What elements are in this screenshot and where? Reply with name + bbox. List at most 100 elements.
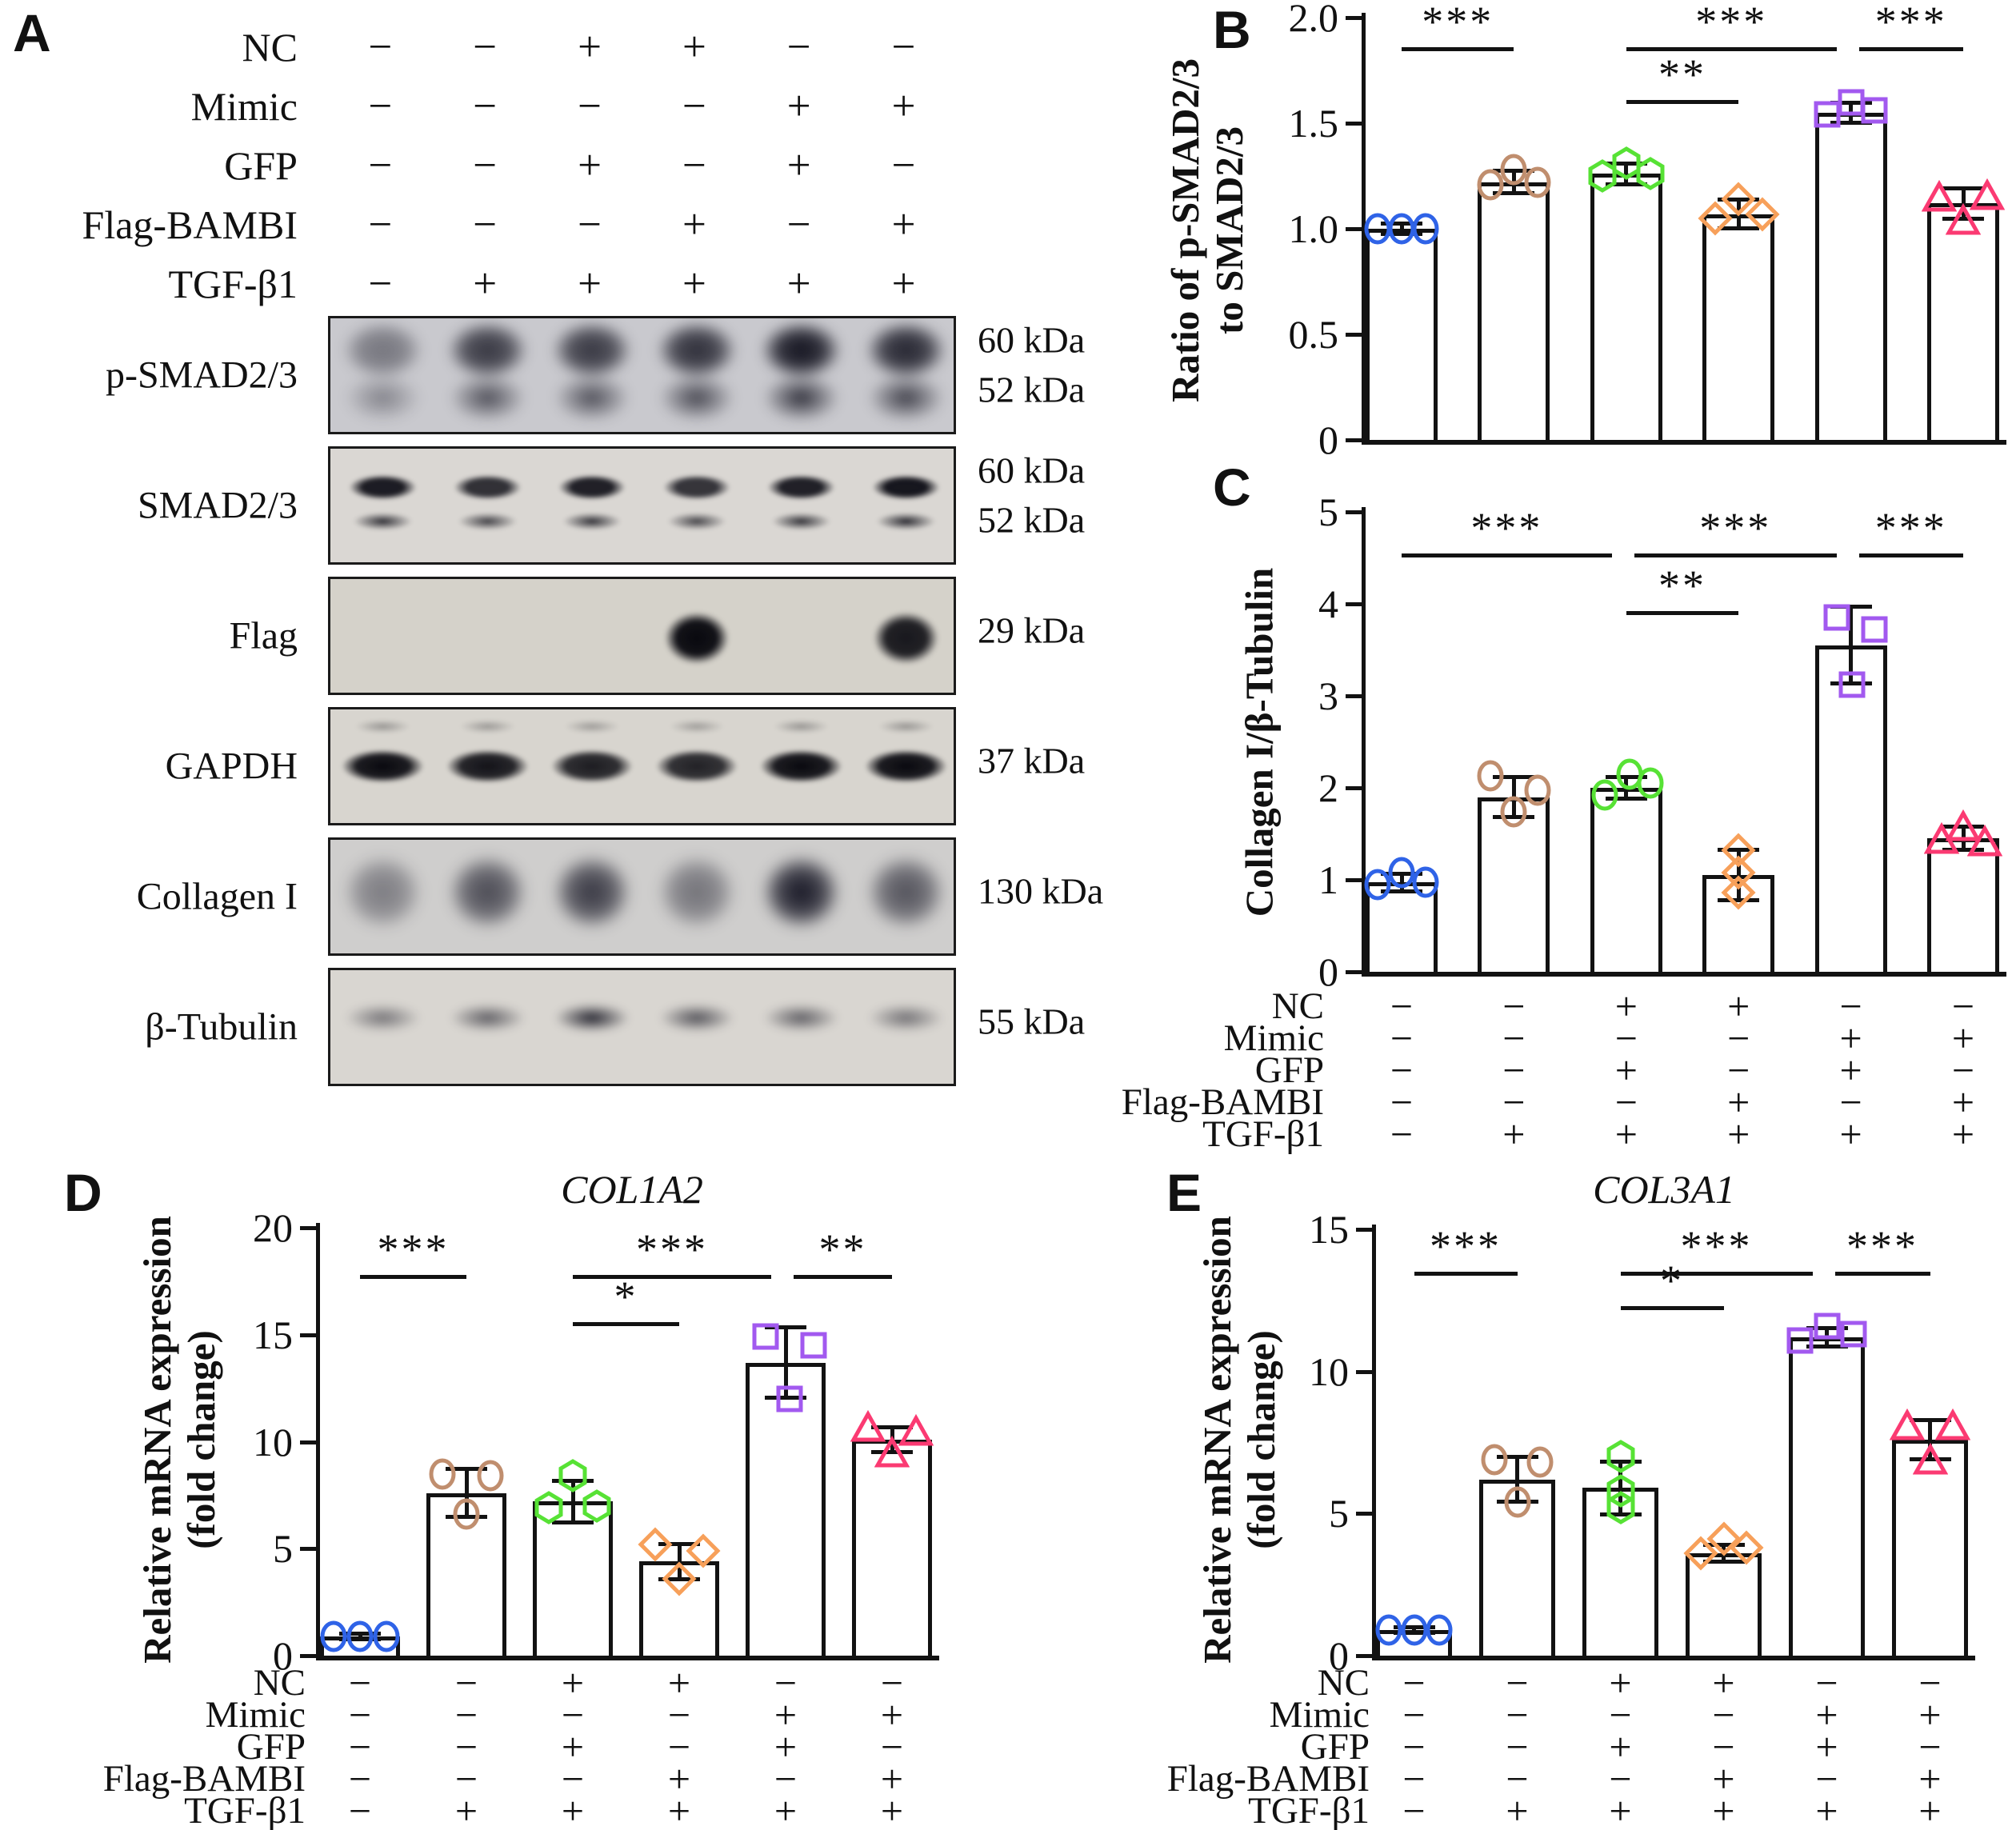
significance-stars: ***	[1680, 1222, 1753, 1271]
error-bar	[1849, 606, 1854, 685]
data-point-marker	[1360, 867, 1395, 902]
condition-sign: +	[786, 83, 811, 130]
y-axis-tick	[1356, 1228, 1372, 1232]
condition-sign: +	[1614, 984, 1638, 1029]
condition-sign: +	[682, 24, 706, 70]
data-point-marker	[1945, 202, 1982, 238]
kda-label: 60 kDa	[978, 319, 1086, 361]
kda-label: 52 kDa	[978, 369, 1086, 410]
y-axis-tick	[1346, 694, 1362, 698]
blot-lane	[752, 970, 851, 1084]
error-bar-cap-bottom	[871, 1449, 913, 1454]
condition-sign: +	[1727, 1080, 1750, 1125]
error-bar-cap-bottom	[1599, 1512, 1642, 1517]
kda-label: 52 kDa	[978, 499, 1086, 541]
chart-d-title: COL1A2	[561, 1167, 703, 1212]
blot-lane	[752, 709, 851, 823]
y-axis-tick	[1356, 1654, 1372, 1658]
data-point-marker	[1934, 1408, 1971, 1443]
y-axis-tick-label: 0	[1318, 418, 1338, 462]
condition-sign: +	[880, 1756, 904, 1801]
condition-sign: +	[891, 202, 916, 248]
condition-sign: −	[1402, 1788, 1426, 1830]
condition-sign: −	[786, 24, 811, 70]
error-bar	[1736, 849, 1741, 901]
data-point-marker	[316, 1619, 351, 1654]
kda-label: 60 kDa	[978, 450, 1086, 491]
error-bar-cap-bottom	[1605, 796, 1647, 801]
condition-sign: −	[1614, 1016, 1638, 1061]
condition-sign: −	[473, 83, 498, 130]
blot-image	[328, 577, 956, 695]
bar	[1590, 788, 1662, 972]
error-bar	[1399, 223, 1404, 234]
bar	[426, 1492, 506, 1656]
y-axis-tick-label: 1	[1318, 857, 1338, 902]
condition-sign: +	[578, 24, 602, 70]
y-axis-tick	[300, 1333, 316, 1337]
y-axis-tick	[300, 1440, 316, 1444]
y-axis-tick-label: 3	[1318, 673, 1338, 718]
error-bar	[1515, 1456, 1519, 1503]
condition-sign: −	[348, 1756, 372, 1801]
condition-sign: +	[1712, 1756, 1735, 1801]
error-bar-cap-top	[446, 1466, 487, 1471]
error-bar-cap-top	[1493, 775, 1535, 780]
condition-row-label: NC	[1317, 1662, 1370, 1704]
blot-lane	[334, 840, 432, 953]
data-point-marker	[1473, 167, 1508, 202]
condition-sign: −	[1402, 1660, 1426, 1705]
y-axis-tick-label: 5	[273, 1526, 293, 1572]
y-axis-tick-label: 0	[273, 1633, 293, 1678]
blot-lane	[542, 449, 642, 562]
panel-b-label: B	[1213, 0, 1251, 59]
condition-sign: +	[1839, 1048, 1862, 1093]
error-bar-cap-top	[1830, 100, 1872, 105]
data-point-marker	[1697, 201, 1733, 236]
condition-sign: −	[1951, 1048, 1975, 1093]
bar	[1892, 1439, 1968, 1656]
condition-row-label: Flag-BAMBI	[1121, 1081, 1324, 1123]
condition-sign: +	[561, 1724, 585, 1769]
data-point-marker	[473, 1458, 508, 1493]
condition-sign: −	[891, 24, 916, 70]
condition-row-label: NC	[1271, 985, 1324, 1027]
condition-sign: −	[880, 1660, 904, 1705]
condition-sign: +	[578, 142, 602, 189]
error-bar-cap-top	[1718, 848, 1760, 853]
blot-lane	[647, 579, 746, 693]
condition-sign: +	[880, 1692, 904, 1737]
condition-row-label: Mimic	[1269, 1694, 1370, 1736]
blot-row-label: p-SMAD2/3	[105, 354, 298, 397]
blot-lane	[752, 318, 851, 432]
blot-lane	[334, 970, 432, 1084]
condition-sign: +	[473, 261, 498, 307]
data-point-marker	[1969, 178, 2005, 213]
error-bar-cap-bottom	[1381, 889, 1422, 893]
y-axis-tick-label: 20	[253, 1205, 293, 1250]
condition-sign: +	[1918, 1692, 1942, 1737]
significance-line	[573, 1274, 771, 1279]
blot-lane	[857, 579, 954, 693]
significance-line	[1626, 611, 1739, 616]
y-axis-tick-label: 0	[1318, 949, 1338, 994]
error-bar-cap-bottom	[1702, 1559, 1745, 1564]
x-axis	[1362, 972, 2006, 977]
error-bar-cap-top	[552, 1478, 594, 1483]
condition-sign: +	[682, 202, 706, 248]
significance-stars: ***	[1422, 0, 1494, 46]
data-point-marker	[638, 1527, 673, 1562]
data-point-marker	[1922, 179, 1958, 214]
data-point-marker	[1782, 1323, 1818, 1358]
data-point-marker	[850, 1409, 886, 1444]
significance-stars: **	[1658, 561, 1706, 610]
error-bar-cap-top	[1381, 222, 1422, 226]
significance-stars: ***	[1846, 1222, 1918, 1271]
condition-sign: +	[786, 142, 811, 189]
y-axis-tick-label: 2.0	[1288, 0, 1339, 40]
condition-sign: +	[1712, 1660, 1735, 1705]
condition-row-label: NC	[253, 1662, 306, 1704]
error-bar-cap-bottom	[1909, 1456, 1951, 1461]
condition-sign: −	[1506, 1724, 1529, 1769]
